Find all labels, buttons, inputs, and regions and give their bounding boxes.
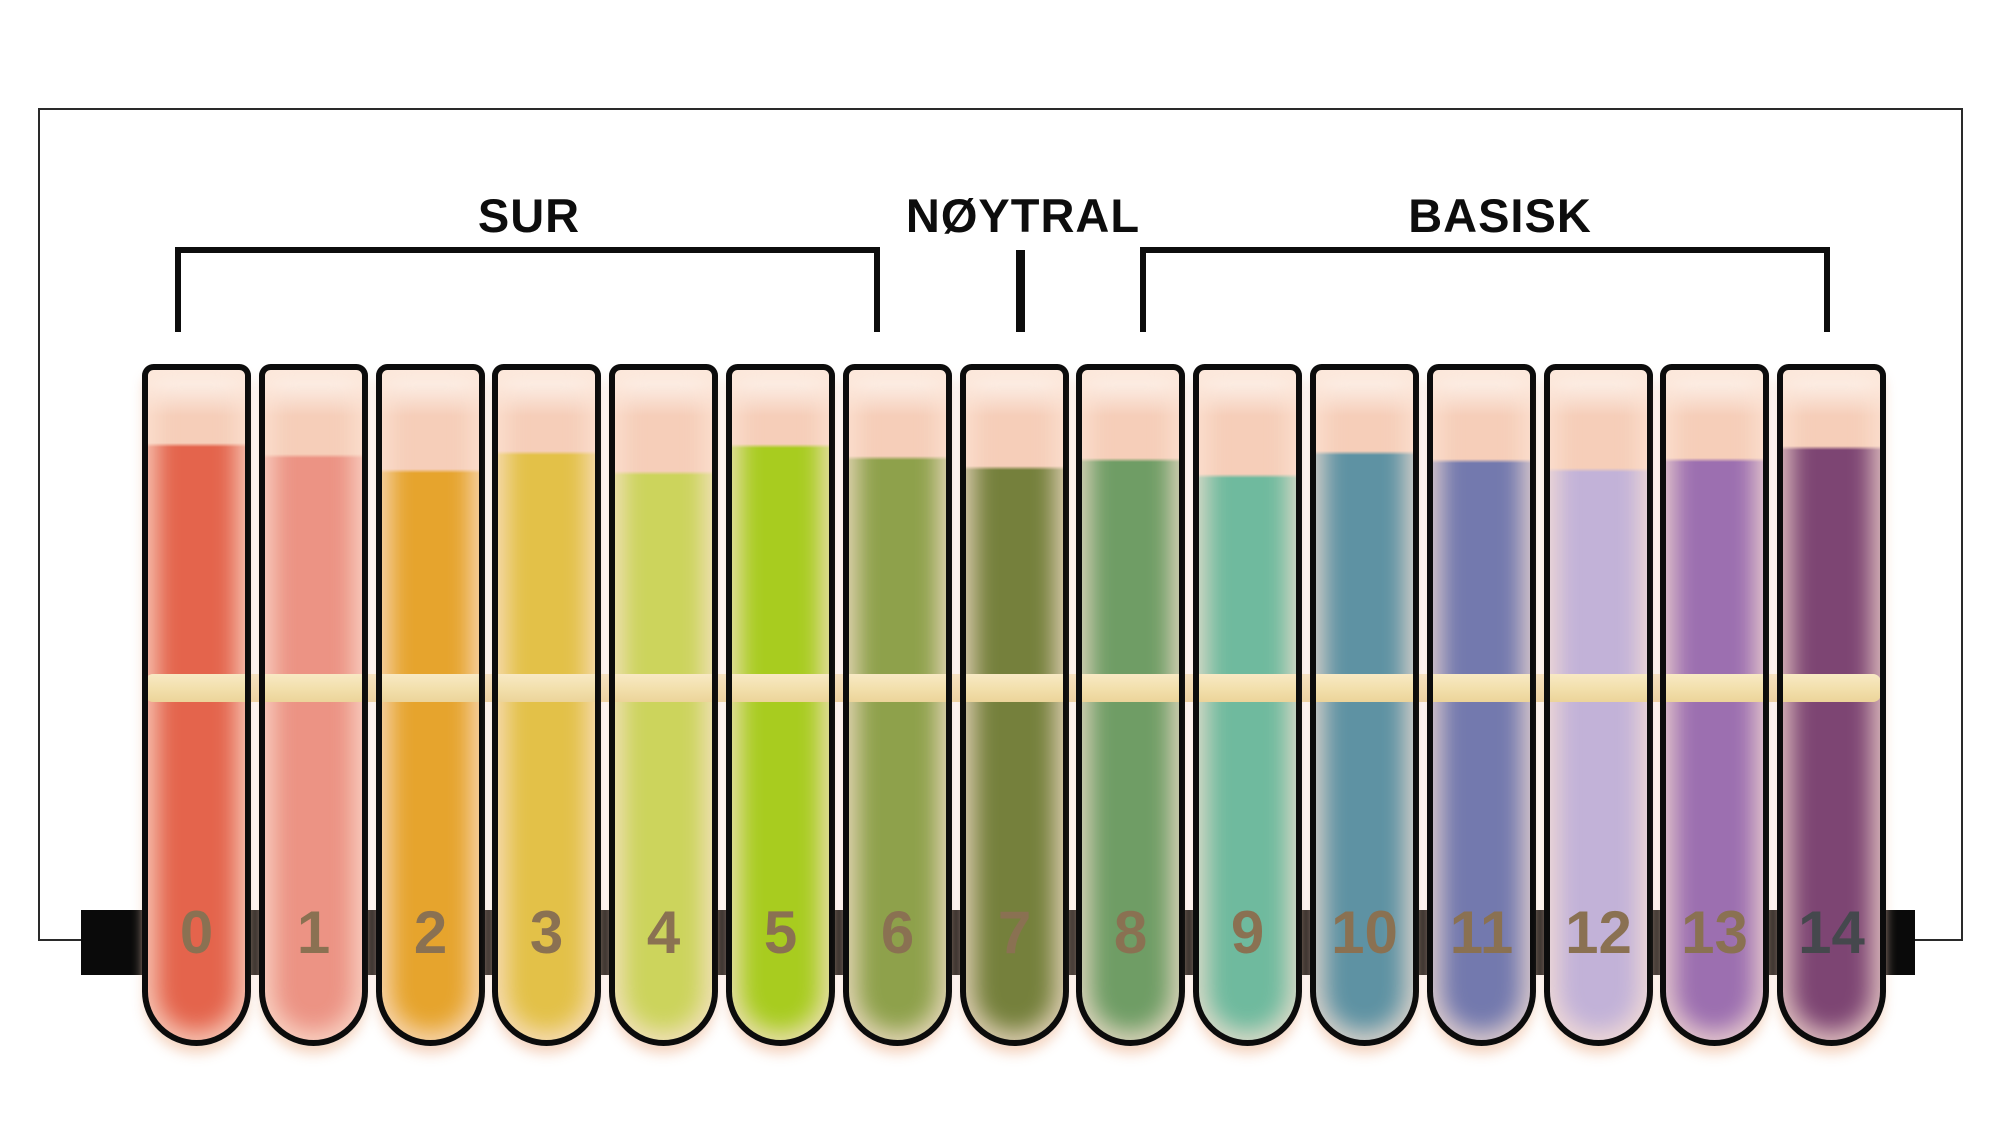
- basic-bracket-line: [1140, 247, 1830, 253]
- acid-bracket-line: [175, 247, 880, 253]
- test-tube-7-outline: [960, 364, 1069, 1046]
- tube-number-label-13: 13: [1681, 899, 1748, 966]
- test-tube-10-liquid: [1316, 370, 1413, 1040]
- basic-zone-label: BASISK: [1408, 189, 1592, 242]
- test-tube-7-liquid: [966, 370, 1063, 1040]
- acid-range-bracket: [175, 247, 880, 332]
- test-tube-10-outline: [1310, 364, 1419, 1046]
- tube-number-label-1: 1: [296, 899, 331, 966]
- test-tube-14-outline: [1777, 364, 1886, 1046]
- cream-stripe-overlay: [145, 674, 1881, 702]
- test-tube-12-outline: [1544, 364, 1653, 1046]
- test-tube-6-outline: [843, 364, 952, 1046]
- acid-bracket-left-end: [175, 247, 181, 332]
- test-tube-0-liquid: [148, 370, 245, 1040]
- test-tube-6-liquid: [849, 370, 946, 1040]
- test-tube-3-outline: [492, 364, 601, 1046]
- test-tube-4-liquid: [615, 370, 712, 1040]
- test-tube-1-liquid: [265, 370, 362, 1040]
- test-tube-13-outline: [1660, 364, 1769, 1046]
- test-tube-13-liquid: [1666, 370, 1763, 1040]
- tube-number-label-2: 2: [413, 899, 448, 966]
- test-tube-1-outline: [259, 364, 368, 1046]
- basic-range-bracket: [1140, 247, 1830, 332]
- test-tube-5-outline: [726, 364, 835, 1046]
- test-tube-4-outline: [609, 364, 718, 1046]
- test-tube-2-outline: [376, 364, 485, 1046]
- neutral-tick-mark: [1016, 250, 1025, 332]
- tube-number-label-5: 5: [763, 899, 798, 966]
- test-tube-5-liquid: [732, 370, 829, 1040]
- tube-number-label-14: 14: [1798, 899, 1865, 966]
- tube-number-label-4: 4: [646, 899, 681, 966]
- tube-number-label-7: 7: [997, 899, 1032, 966]
- test-tube-11-outline: [1427, 364, 1536, 1046]
- tube-number-label-12: 12: [1565, 899, 1632, 966]
- test-tube-8-liquid: [1082, 370, 1179, 1040]
- acid-bracket-right-end: [874, 247, 880, 332]
- tube-number-label-8: 8: [1113, 899, 1148, 966]
- test-tube-14-liquid: [1783, 370, 1880, 1040]
- neutral-zone-label: NØYTRAL: [905, 189, 1141, 242]
- test-tube-8-outline: [1076, 364, 1185, 1046]
- tube-number-label-10: 10: [1331, 899, 1398, 966]
- tube-number-label-6: 6: [880, 899, 915, 966]
- test-tube-9-outline: [1193, 364, 1302, 1046]
- test-tube-3-liquid: [498, 370, 595, 1040]
- basic-bracket-right-end: [1824, 247, 1830, 332]
- test-tube-9-liquid: [1199, 370, 1296, 1040]
- tube-number-label-11: 11: [1449, 899, 1514, 966]
- tube-number-label-0: 0: [179, 899, 214, 966]
- test-tube-12-liquid: [1550, 370, 1647, 1040]
- tube-number-label-9: 9: [1230, 899, 1265, 966]
- basic-bracket-left-end: [1140, 247, 1146, 332]
- test-tube-11-liquid: [1433, 370, 1530, 1040]
- tube-number-label-3: 3: [529, 899, 564, 966]
- acid-zone-label: SUR: [477, 189, 581, 242]
- test-tube-2-liquid: [382, 370, 479, 1040]
- test-tube-0-outline: [142, 364, 251, 1046]
